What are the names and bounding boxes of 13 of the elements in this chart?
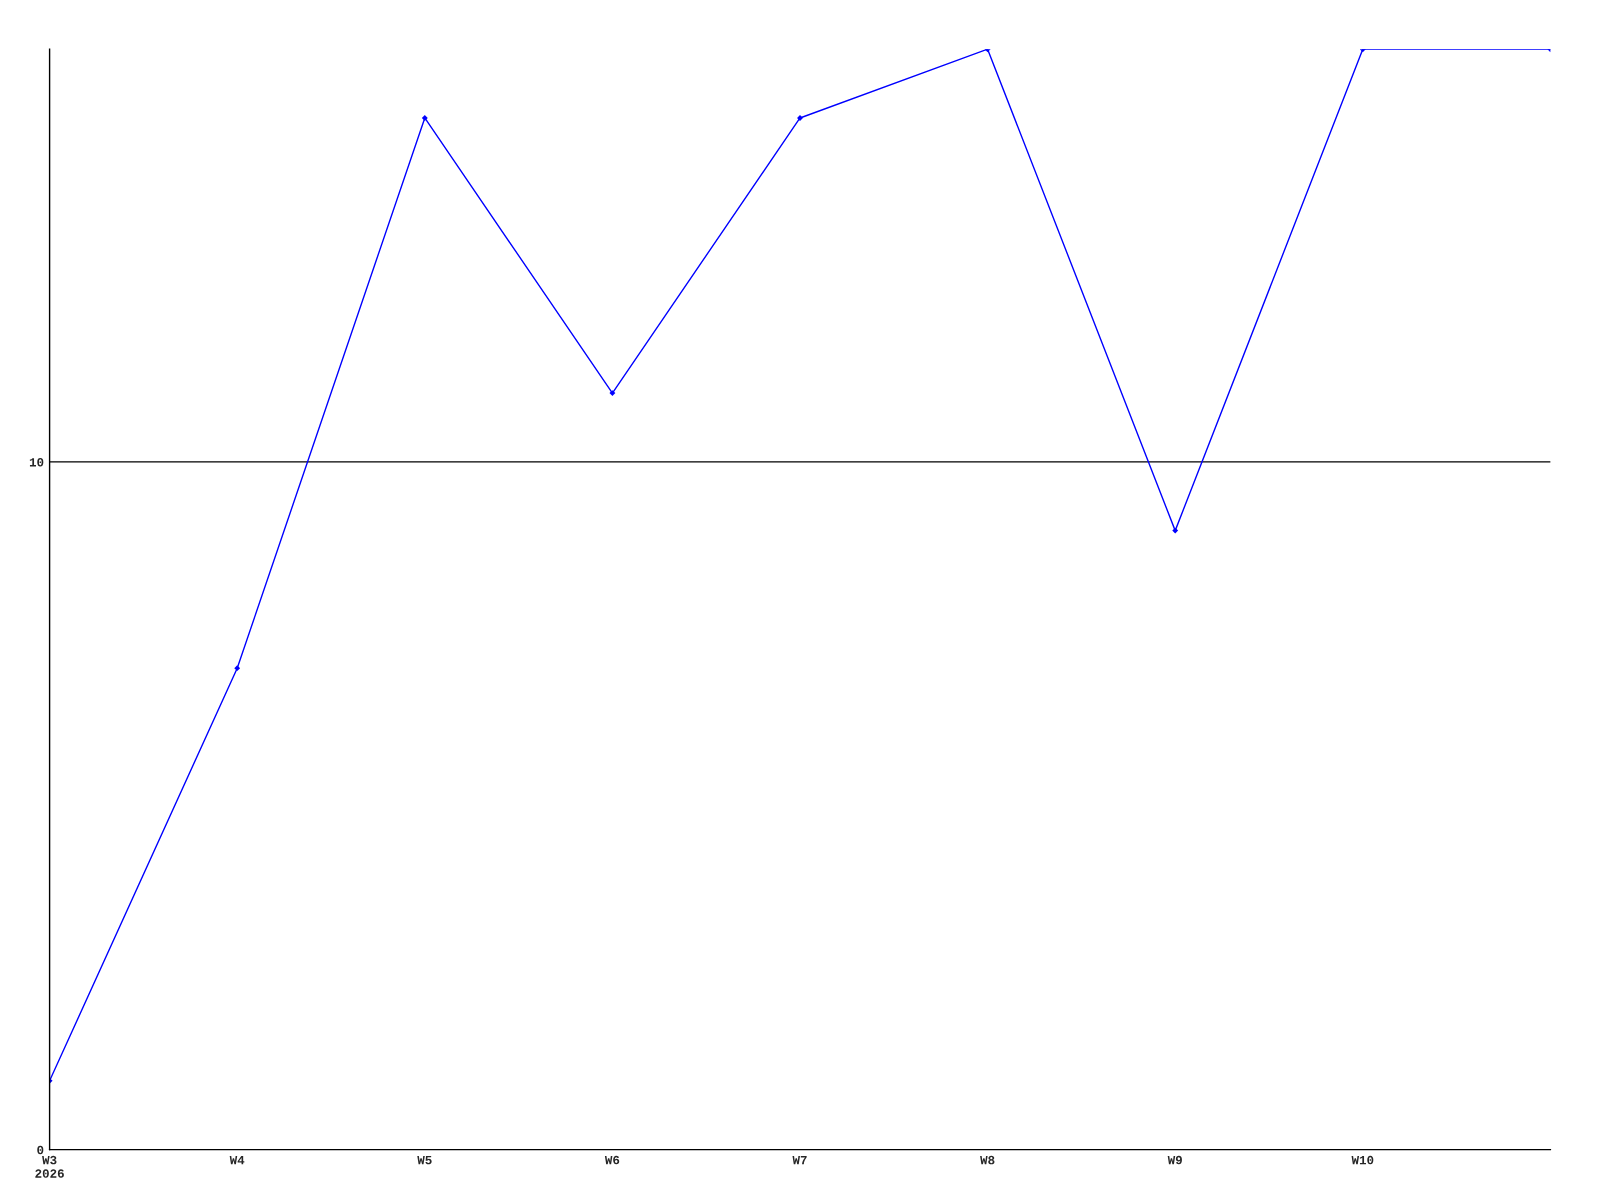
point	[1172, 527, 1179, 534]
point	[421, 115, 428, 121]
point	[609, 390, 616, 397]
x-tick-label: W3 2026	[35, 1155, 64, 1178]
x-tick-label: W4	[229, 1155, 245, 1165]
x-tick-label: W7	[792, 1155, 807, 1165]
x-tick-label: W10	[1351, 1155, 1374, 1165]
y-tick-label: 0	[37, 1145, 44, 1155]
x-tick-label: W8	[980, 1155, 995, 1165]
x-tick-label: W6	[604, 1155, 620, 1165]
y-tick-label: 10	[29, 458, 44, 467]
x-tick-label: W9	[1167, 1155, 1182, 1165]
x-tick-label: W5	[417, 1155, 432, 1165]
